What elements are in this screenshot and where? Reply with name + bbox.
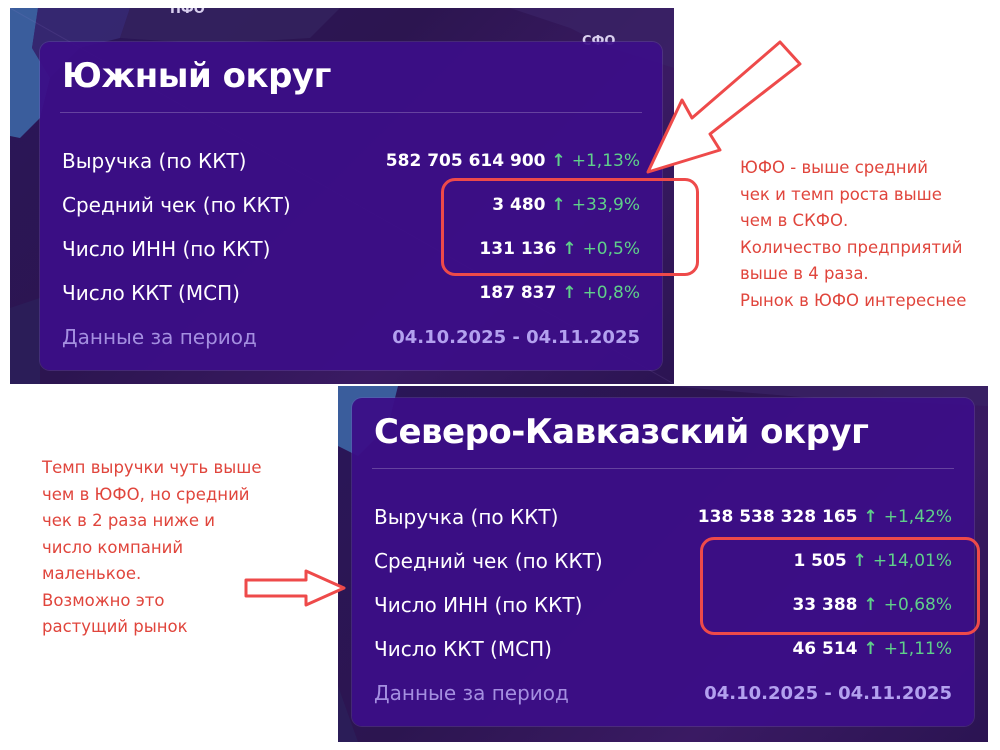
metric-delta: +0,68% — [883, 595, 952, 615]
metric-delta: +1,11% — [883, 639, 952, 659]
metric-value: 46 514 — [792, 639, 858, 659]
metric-delta: +0,5% — [582, 239, 640, 259]
period-row: Данные за период 04.10.2025 - 04.11.2025 — [62, 322, 640, 352]
metric-value: 138 538 328 165 — [697, 507, 858, 527]
metric-row-kkt-count: Число ККТ (МСП) 187 837 ↑ +0,8% — [62, 278, 640, 308]
annotation-note-left: Темп выручки чуть выше чем в ЮФО, но сре… — [42, 455, 261, 641]
highlight-box-south — [441, 178, 699, 276]
note-line: чек в 2 раза ниже и — [42, 511, 216, 530]
arrow-up-icon: ↑ — [551, 151, 566, 171]
metric-row-inn-count: Число ИНН (по ККТ) 131 136 ↑ +0,5% — [62, 234, 640, 264]
metric-delta: +0,8% — [582, 283, 640, 303]
metric-label: Число ИНН (по ККТ) — [62, 237, 271, 261]
metric-label: Число ИНН (по ККТ) — [374, 593, 583, 617]
note-line: Количество предприятий — [740, 237, 963, 257]
metric-delta: +1,13% — [571, 151, 640, 171]
period-row: Данные за период 04.10.2025 - 04.11.2025 — [374, 678, 952, 708]
period-label: Данные за период — [62, 325, 257, 349]
metric-label: Средний чек (по ККТ) — [374, 549, 603, 573]
screenshot-north-caucasus-district: Северо-Кавказский округ Выручка (по ККТ)… — [338, 386, 988, 742]
note-line: чем в СКФО. — [740, 211, 849, 230]
district-card-north-caucasus: Северо-Кавказский округ Выручка (по ККТ)… — [352, 398, 974, 726]
screenshot-south-district: ПФО СФО Южный округ Выручка (по ККТ) 582… — [10, 8, 674, 384]
arrow-up-icon: ↑ — [562, 239, 577, 259]
annotation-arrow-icon — [646, 40, 802, 174]
title-divider — [60, 112, 642, 113]
metric-row-revenue: Выручка (по ККТ) 138 538 328 165 ↑ +1,42… — [374, 502, 952, 532]
note-line: Возможно это — [42, 590, 165, 610]
period-value: 04.10.2025 - 04.11.2025 — [704, 682, 952, 704]
note-line: маленькое. — [42, 564, 142, 583]
metric-delta: +14,01% — [872, 551, 952, 571]
arrow-up-icon: ↑ — [863, 595, 878, 615]
arrow-up-icon: ↑ — [562, 283, 577, 303]
note-line: Темп выручки чуть выше — [42, 458, 262, 477]
metric-label: Число ККТ (МСП) — [62, 281, 240, 305]
annotation-note-right: ЮФО - выше средний чек и темп роста выше… — [740, 155, 966, 314]
metric-value: 3 480 — [492, 195, 546, 215]
district-card-south: Южный округ Выручка (по ККТ) 582 705 614… — [40, 42, 662, 370]
arrow-up-icon: ↑ — [863, 507, 878, 527]
card-title: Южный округ — [62, 56, 331, 96]
annotation-arrow-right-icon — [244, 569, 346, 607]
note-line: выше в 4 раза. — [740, 264, 869, 283]
metric-delta: +33,9% — [571, 195, 640, 215]
period-label: Данные за период — [374, 681, 569, 705]
title-divider — [372, 468, 954, 469]
arrow-up-icon: ↑ — [863, 639, 878, 659]
metric-value: 187 837 — [479, 283, 557, 303]
metric-delta: +1,42% — [883, 507, 952, 527]
note-line: растущий рынок — [42, 617, 188, 636]
metric-row-kkt-count: Число ККТ (МСП) 46 514 ↑ +1,11% — [374, 634, 952, 664]
map-label-pfo: ПФО — [170, 8, 205, 17]
metric-value: 33 388 — [792, 595, 858, 615]
metric-value: 1 505 — [793, 551, 847, 571]
note-line: ЮФО - выше средний — [740, 158, 929, 177]
highlight-box-north-caucasus — [700, 537, 980, 635]
metric-row-inn-count: Число ИНН (по ККТ) 33 388 ↑ +0,68% — [374, 590, 952, 620]
metric-label: Выручка (по ККТ) — [374, 505, 559, 529]
metric-label: Выручка (по ККТ) — [62, 149, 247, 173]
note-line: Рынок в ЮФО интереснее — [740, 290, 967, 310]
metric-row-avg-check: Средний чек (по ККТ) 3 480 ↑ +33,9% — [62, 190, 640, 220]
metric-value: 582 705 614 900 — [385, 151, 546, 171]
note-line: число компаний — [42, 537, 184, 557]
card-title: Северо-Кавказский округ — [374, 412, 869, 452]
arrow-up-icon: ↑ — [551, 195, 566, 215]
note-line: чек и темп роста выше — [740, 184, 942, 204]
metric-row-revenue: Выручка (по ККТ) 582 705 614 900 ↑ +1,13… — [62, 146, 640, 176]
arrow-up-icon: ↑ — [852, 551, 867, 571]
metric-row-avg-check: Средний чек (по ККТ) 1 505 ↑ +14,01% — [374, 546, 952, 576]
period-value: 04.10.2025 - 04.11.2025 — [392, 326, 640, 348]
note-line: чем в ЮФО, но средний — [42, 484, 250, 504]
metric-label: Число ККТ (МСП) — [374, 637, 552, 661]
metric-label: Средний чек (по ККТ) — [62, 193, 291, 217]
metric-value: 131 136 — [479, 239, 557, 259]
